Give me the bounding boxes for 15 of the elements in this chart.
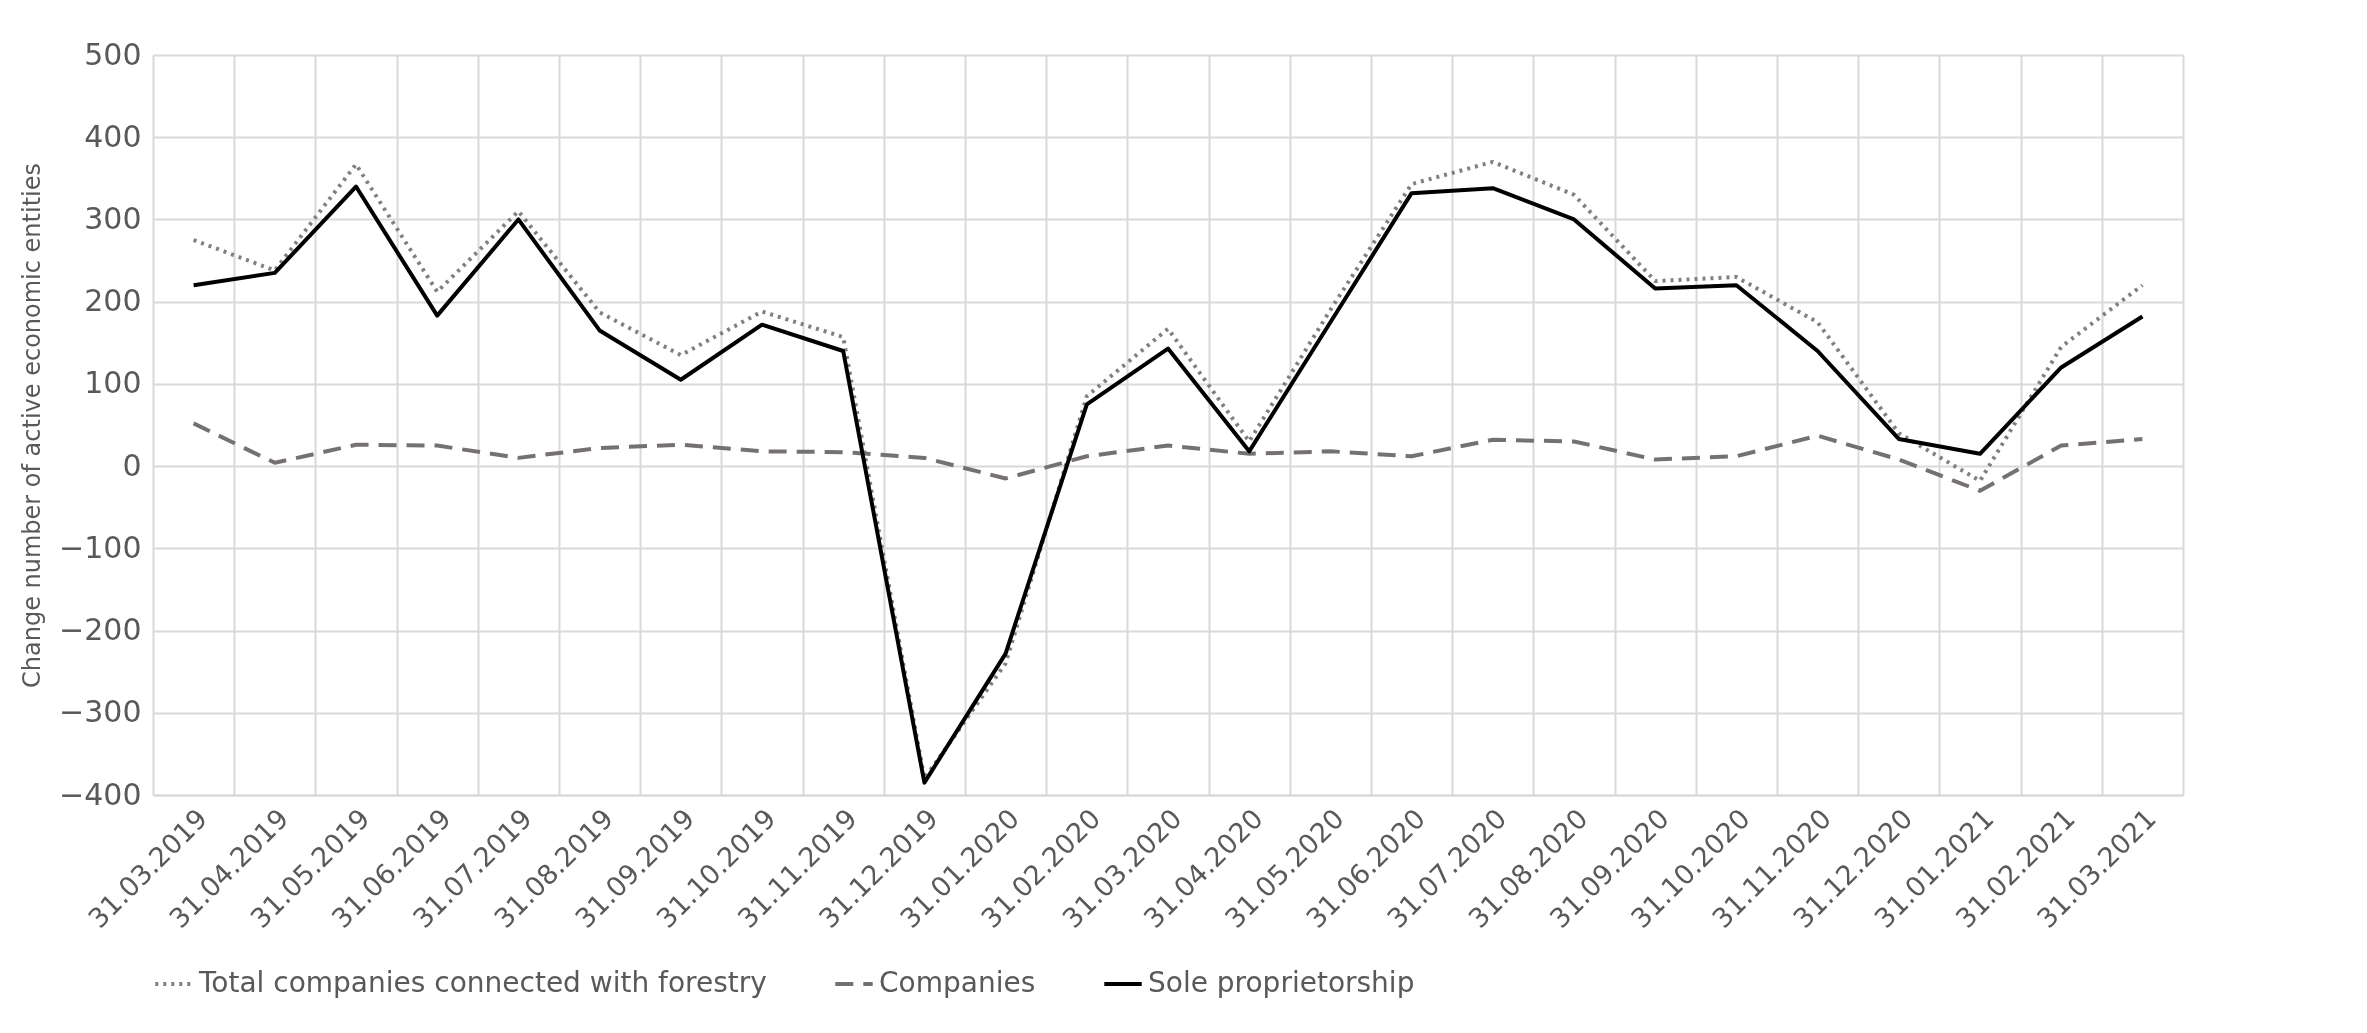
legend-label: Total companies connected with forestry bbox=[198, 966, 767, 999]
y-tick-label: 100 bbox=[84, 365, 142, 401]
y-tick-label: 500 bbox=[84, 36, 142, 72]
y-tick-label: 0 bbox=[122, 447, 142, 483]
y-tick-label: 400 bbox=[84, 118, 142, 154]
y-tick-label: 300 bbox=[84, 200, 142, 236]
y-tick-label: −400 bbox=[59, 776, 142, 812]
y-tick-label: −200 bbox=[59, 612, 142, 648]
y-tick-label: −100 bbox=[59, 529, 142, 565]
y-tick-label: 200 bbox=[84, 283, 142, 319]
legend-label: Companies bbox=[879, 966, 1036, 999]
y-tick-label: −300 bbox=[59, 694, 142, 730]
legend-label: Sole proprietorship bbox=[1148, 966, 1415, 999]
line-series bbox=[191, 421, 2145, 493]
y-axis-title: Change number of active economic entities bbox=[18, 163, 47, 688]
